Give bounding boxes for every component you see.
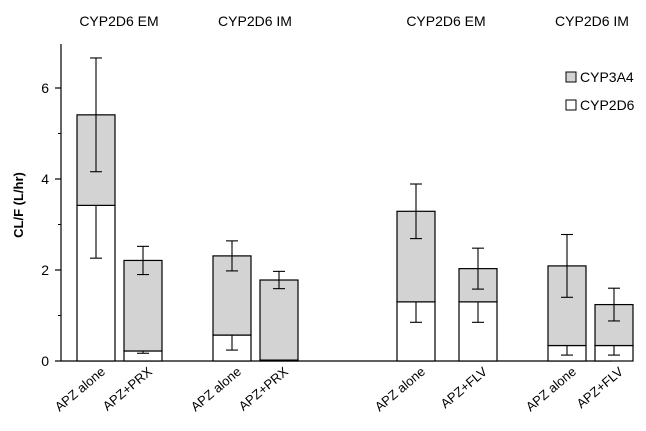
legend-swatch: [565, 71, 577, 83]
legend-swatch: [565, 99, 577, 111]
group-label: CYP2D6 EM: [406, 13, 485, 29]
category-label: APZ alone: [372, 364, 428, 415]
category-label: APZ+FLV: [574, 364, 627, 412]
legend-label: CYP2D6: [580, 97, 635, 113]
group-label: CYP2D6 IM: [218, 13, 292, 29]
category-label: APZ alone: [52, 364, 108, 415]
y-tick-label: 4: [41, 171, 49, 187]
legend: CYP3A4 CYP2D6: [565, 69, 635, 113]
bar-cyp3a4: [123, 259, 163, 352]
legend-label: CYP3A4: [580, 69, 634, 85]
category-label: APZ+FLV: [438, 364, 491, 412]
category-label: APZ alone: [523, 364, 579, 415]
category-label: APZ alone: [188, 364, 244, 415]
group-label: CYP2D6 EM: [79, 13, 158, 29]
y-tick-label: 2: [41, 262, 49, 278]
y-axis-label: CL/F (L/hr): [11, 172, 26, 238]
group-label: CYP2D6 IM: [555, 13, 629, 29]
y-tick-label: 6: [41, 80, 49, 96]
bar-cyp3a4: [259, 279, 299, 361]
bars: [76, 57, 634, 362]
y-tick-label: 0: [41, 353, 49, 369]
category-label: APZ+PRX: [100, 364, 156, 414]
category-label: APZ+PRX: [236, 364, 292, 414]
